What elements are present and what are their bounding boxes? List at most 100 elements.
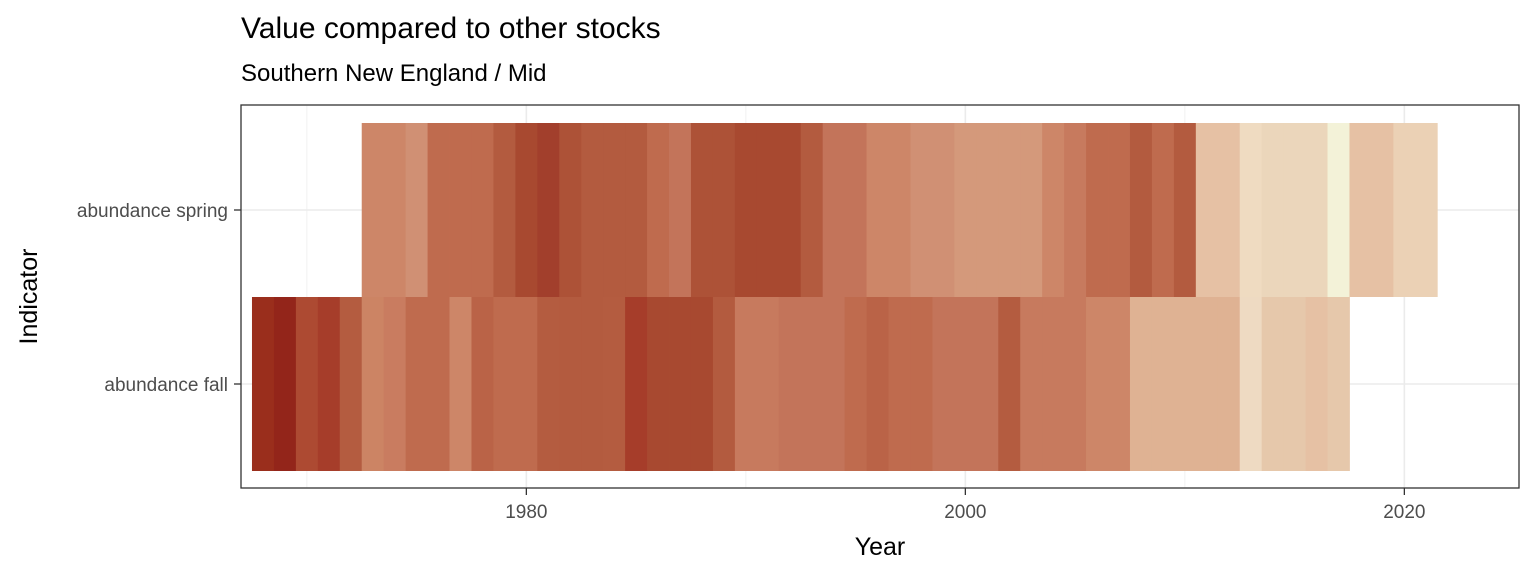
heatmap-tile [734,297,758,471]
heatmap-tile [998,297,1021,471]
heatmap-tile [1393,123,1416,297]
heatmap-tile [449,123,472,297]
axis-ticks: 1980 2000 2020 abundance spring abundance fa… [77,201,1426,523]
heatmap-tile [1195,297,1219,471]
heatmap-tile [581,123,604,297]
heatmap-tile [734,123,758,297]
heatmap-tile [800,297,824,471]
heatmap-tile [910,297,933,471]
heatmap-tile [361,297,385,471]
heatmap-tile [1173,123,1197,297]
heatmap-tile [976,297,999,471]
heatmap-tile [778,297,802,471]
heatmap-tile [537,123,560,297]
heatmap-tile [910,123,933,297]
heatmap-tile [932,123,955,297]
heatmap-tile [449,297,472,471]
heatmap-tile [427,123,450,297]
heatmap-tile [1151,123,1175,297]
heatmap-tile [1020,297,1043,471]
heatmap-tile [1305,123,1328,297]
x-tick-label: 2020 [1383,502,1425,523]
heatmap-tile [998,123,1021,297]
heatmap-tile [712,297,736,471]
heatmap-tile [295,297,319,471]
heatmap-tile [1108,297,1131,471]
heatmap-tile [471,297,494,471]
heatmap-tile [1261,297,1285,471]
heatmap-tile [1064,297,1087,471]
heatmap-tile [493,123,516,297]
heatmap-tile [361,123,385,297]
heatmap-tile [1217,297,1241,471]
heatmap-tile [427,297,450,471]
heatmap-tile [383,123,407,297]
heatmap-tile [537,297,560,471]
heatmap-tile [1086,123,1109,297]
heatmap-tile [1305,297,1328,471]
heatmap-tile [581,297,604,471]
heatmap-tile [1129,123,1153,297]
heatmap-tile [888,297,911,471]
heatmap-tile [559,123,582,297]
heatmap-tile [493,297,516,471]
heatmap-tile [822,297,846,471]
heatmap-tile [1020,123,1043,297]
heatmap-tile [800,123,824,297]
heatmap-tile [1042,297,1065,471]
heatmap-tile [1371,123,1394,297]
heatmap-tile [515,297,538,471]
heatmap-tile [1217,123,1241,297]
heatmap-tile [756,123,780,297]
heatmap-tile [976,123,999,297]
x-tick-label: 2000 [944,502,986,523]
heatmap-tile [1239,123,1263,297]
x-axis-title: Year [855,533,906,561]
heatmap-tile [778,123,802,297]
heatmap-tile [1261,123,1285,297]
heatmap-tile [405,297,428,471]
y-axis-title: Indicator [15,249,43,345]
heatmap-tile [1042,123,1065,297]
heatmap-tile [712,123,736,297]
heatmap-tile [1151,297,1175,471]
panel-border [240,104,1520,489]
heatmap-tile [625,297,648,471]
heatmap-tile [603,123,626,297]
heatmap-tile [339,297,363,471]
heatmap-tile [932,297,955,471]
heatmap-tile [647,297,670,471]
y-tick-label: abundance fall [104,375,228,396]
heatmap-tile [1086,297,1109,471]
heatmap-tile [690,297,714,471]
heatmap-tile [405,123,428,297]
heatmap-tile [515,123,538,297]
x-tick-label: 1980 [505,502,547,523]
heatmap-tile [1283,123,1306,297]
heatmap-tile [317,297,341,471]
heatmap-tile [1239,297,1263,471]
y-tick-label: abundance spring [77,201,228,222]
heatmap-tile [844,123,867,297]
heatmap-tile [866,123,889,297]
heatmap-tiles [251,123,1438,471]
heatmap-tile [1415,123,1438,297]
heatmap-tile [844,297,867,471]
heatmap-tile [603,297,626,471]
heatmap-tile [251,297,275,471]
heatmap-tile [822,123,846,297]
heatmap-tile [273,297,297,471]
heatmap-tile [647,123,670,297]
heatmap-tile [559,297,582,471]
heatmap-tile [471,123,494,297]
heatmap-tile [669,297,692,471]
heatmap-tile [866,297,889,471]
heatmap-tile [1327,297,1350,471]
heatmap-tile [954,297,977,471]
heatmap-tile [1327,123,1350,297]
heatmap-tile [888,123,911,297]
heatmap-tile [954,123,977,297]
heatmap-tile [383,297,407,471]
heatmap-tile [1195,123,1219,297]
